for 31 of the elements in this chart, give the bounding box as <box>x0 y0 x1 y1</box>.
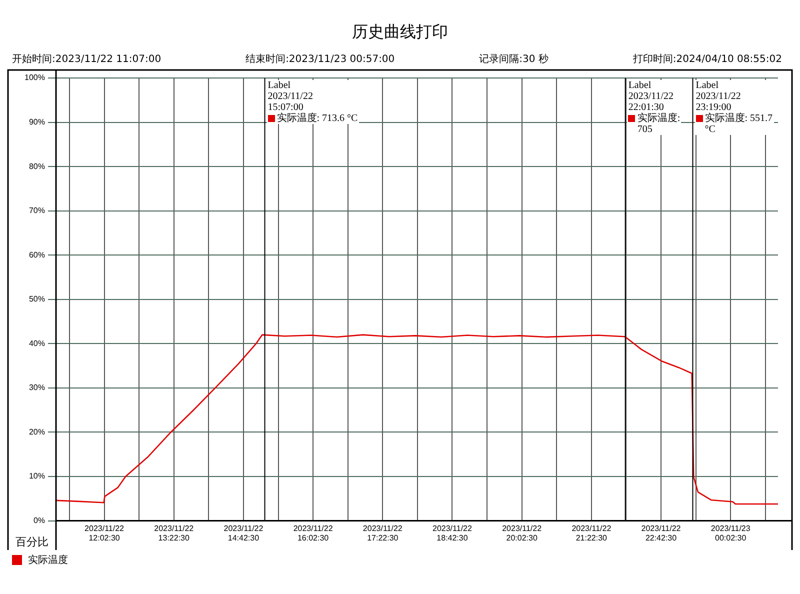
y-tick-label: 10% <box>28 472 45 481</box>
y-tick-label: 80% <box>28 162 45 171</box>
y-tick-label: 70% <box>28 206 45 216</box>
x-tick-label: 2023/11/22 14:42:30 <box>224 524 264 542</box>
x-tick-label: 2023/11/22 21:22:30 <box>572 524 612 542</box>
x-tick-label: 2023/11/22 20:02:30 <box>502 524 542 542</box>
y-tick-label: 40% <box>28 338 45 348</box>
text: 开始时间:2023/11/22 11:07:00 <box>12 52 162 66</box>
ref-line-label: Label 2023/11/22 23:19:00 实际温度: 551.7 °C <box>696 80 773 135</box>
text: 记录间隔:30 秒 <box>479 52 548 66</box>
chart-title: 历史曲线打印 <box>351 22 449 43</box>
x-tick-label: 2023/11/22 22:42:30 <box>641 524 682 542</box>
y-tick-label: 50% <box>28 294 45 304</box>
ref-line-label: Label 2023/11/22 22:01:30 实际温度: 705 <box>628 80 680 135</box>
x-tick-label: 2023/11/22 16:02:30 <box>293 524 334 542</box>
x-tick-label: 2023/11/23 00:02:30 <box>710 524 751 542</box>
y-tick-label: 20% <box>28 427 45 436</box>
y-tick-label: 30% <box>28 383 45 392</box>
x-tick-label: 2023/11/22 18:42:30 <box>432 524 472 542</box>
x-tick-label: 2023/11/22 17:22:30 <box>362 524 403 542</box>
text: 结束时间:2023/11/23 00:57:00 <box>246 52 395 66</box>
legend-label: 实际温度 <box>28 554 68 567</box>
y-tick-label: 0% <box>33 516 45 526</box>
y-axis-title: 百分比 <box>16 536 48 549</box>
x-tick-label: 2023/11/22 12:02:30 <box>84 524 125 542</box>
x-tick-label: 2023/11/22 13:22:30 <box>154 524 194 542</box>
y-tick-label: 100% <box>24 73 45 82</box>
text: 打印时间:2024/04/10 08:55:02 <box>632 52 782 66</box>
ref-line-label: Label 2023/11/22 15:07:00 实际温度: 713.6 °C <box>268 80 358 124</box>
y-tick-label: 90% <box>28 117 45 126</box>
y-tick-label: 60% <box>28 250 45 260</box>
